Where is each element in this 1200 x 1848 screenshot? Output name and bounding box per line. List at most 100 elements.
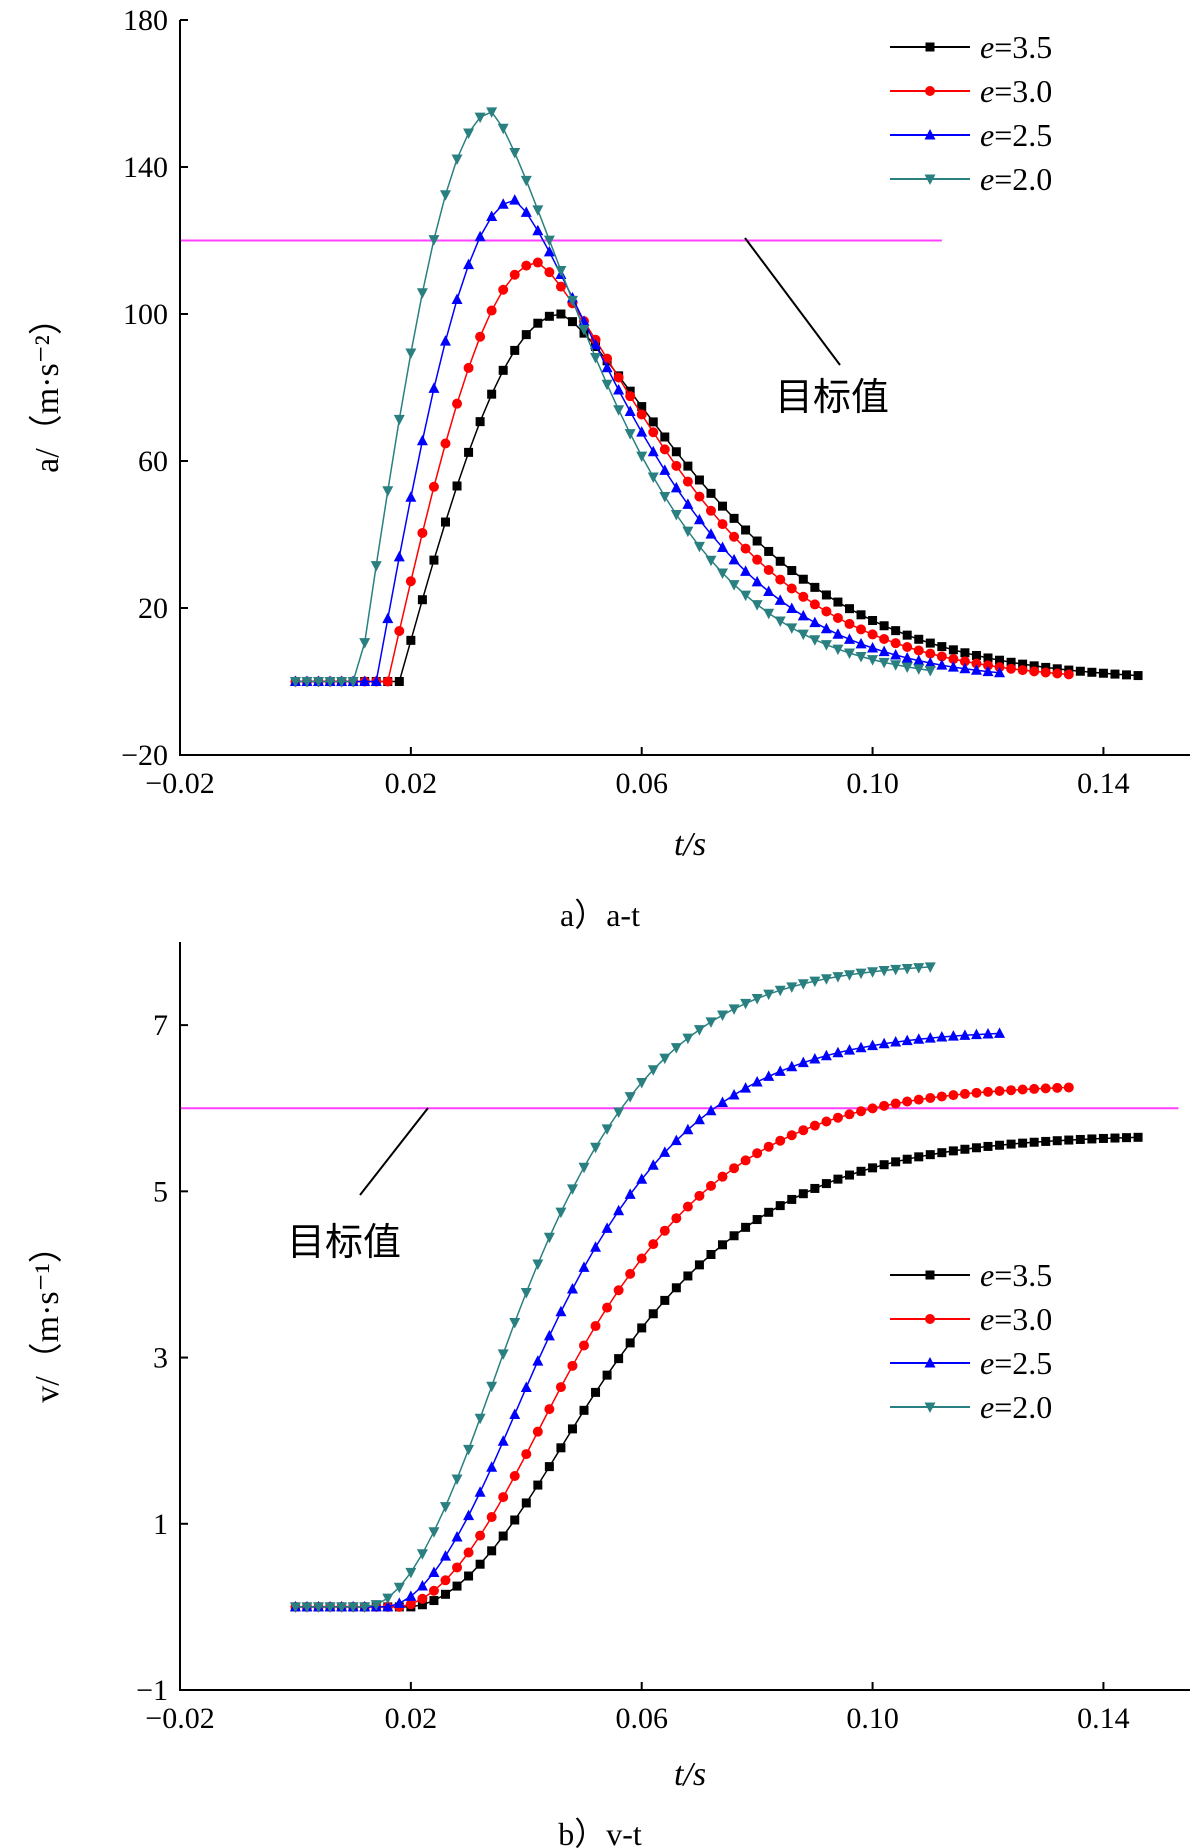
a-point [775,574,786,585]
b-point [705,1180,716,1191]
b-point [602,1302,613,1313]
a-point [740,543,751,554]
b-point [693,1113,705,1125]
b-point [336,1602,348,1613]
b-point [601,1124,613,1135]
b-point [440,1589,450,1599]
a-point [429,555,439,565]
a-point [509,194,521,205]
a-point [821,590,831,600]
a-point [820,640,832,651]
a-target-leader [744,237,841,366]
b-point [913,1033,925,1044]
b-point [1064,1135,1074,1145]
b-point [324,1602,336,1613]
b-point [843,1044,855,1055]
b-point [994,1085,1005,1096]
a-point [717,541,729,553]
a-point [728,553,740,565]
b-point [867,1103,878,1114]
b-point [1075,1134,1085,1144]
a-point [693,541,705,553]
b-point [787,1194,797,1204]
a-series-line [295,261,1069,683]
b-point [983,1086,993,1097]
b-xtick-label: 0.02 [385,1702,438,1735]
a-point [843,648,855,660]
b-point [786,982,798,993]
b-point [891,1157,901,1167]
a-point [786,602,798,613]
b-point [613,1204,625,1216]
a-point [832,644,844,656]
a-point [901,651,913,663]
a-point [510,345,520,355]
a-point [1029,661,1039,671]
a-point [855,637,867,649]
a-point [924,657,936,668]
b-point [901,1034,913,1046]
b-point [498,1492,509,1503]
b-point [578,1162,590,1174]
b-point [878,1037,890,1049]
a-legend-entry: e=2.0 [890,161,1052,197]
b-ytick-label: 7 [153,1009,168,1042]
b-point [924,962,936,973]
a-point [1006,657,1016,667]
b-point [566,1282,578,1294]
a-caption: a）a-t [560,897,640,933]
a-point [486,305,497,316]
b-point [405,1599,416,1610]
b-point [693,1025,705,1036]
a-point [497,198,509,209]
b-point [660,1295,670,1305]
b-point [463,1547,474,1558]
a-point [452,398,463,409]
b-legend-marker [924,1357,936,1368]
a-point [924,665,936,677]
a-legend-entry: e=2.5 [890,117,1052,153]
a-point [706,488,716,498]
b-point [566,1184,578,1195]
b-tick-labels: −0.02 0.02 0.06 0.10 0.14 −1 1 3 5 7 [136,1009,1130,1735]
a-point [520,175,532,187]
a-point [740,565,752,576]
a-point [532,224,544,236]
a-point [428,235,440,246]
b-point [856,1106,867,1117]
b-point [543,1329,555,1341]
a-point [947,661,959,672]
a-point [555,266,567,277]
b-point [497,1435,509,1446]
b-point [705,1104,717,1116]
a-point [613,384,625,395]
a-point [509,148,521,159]
a-point [937,642,947,652]
a-xtick-label: 0.02 [385,767,438,800]
b-point [474,1486,486,1497]
b-point [636,1078,648,1089]
b-point [763,1070,775,1081]
b-point [544,1462,554,1472]
a-point [416,434,428,446]
b-point [428,1566,440,1578]
a-point [474,230,486,242]
a-point [647,472,659,484]
b-point [671,1283,681,1293]
a-point [475,331,486,342]
a-point [393,550,405,562]
a-tick-labels: −0.02 0.02 0.06 0.10 0.14 −20 20 60 100 140 180 [121,4,1130,800]
b-series-2.0 [289,962,936,1613]
a-legend: e=3.5 e=3.0 e=2.5 e=2.0 [890,29,1052,197]
a-legend-marker [924,174,936,185]
a-point [671,460,682,471]
b-ytick-label: 1 [153,1508,168,1541]
a-point [693,513,705,525]
b-point [797,1056,809,1068]
a-point [936,659,948,670]
b-point [1052,1136,1062,1146]
a-point [487,389,497,399]
a-point [879,633,890,644]
a-point [394,677,404,686]
a-point [463,362,474,373]
